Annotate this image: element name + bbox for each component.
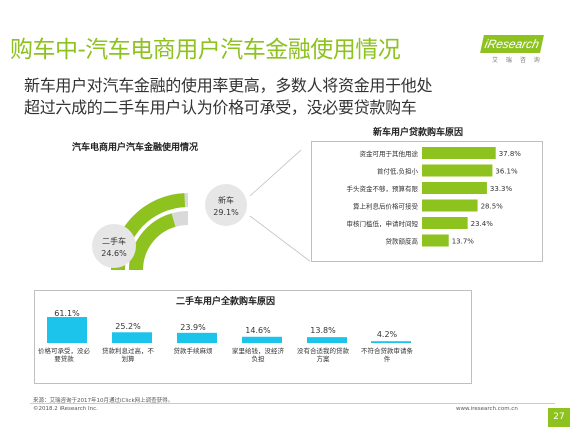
vbar-label-3: 贷款手续麻烦 <box>173 347 213 355</box>
donut-chart-title: 汽车电商用户汽车金融使用情况 <box>72 143 199 153</box>
vbar-label-2: 贷款利息过高，不划算 <box>102 347 154 363</box>
vbar-bar-2 <box>112 332 152 343</box>
hbar-category-4: 算上利息后价格可接受 <box>353 202 419 211</box>
logo-text: iResearch <box>480 35 544 53</box>
vbar-bar-3 <box>177 332 217 343</box>
hbar-bar-4 <box>422 199 478 212</box>
hbar-category-5: 审核门槛低，申请时间短 <box>347 219 419 228</box>
iresearch-logo: iResearch 艾 瑞 咨 询 <box>470 33 544 64</box>
vbar-label-5: 没有合适我的贷款方案 <box>297 347 349 363</box>
vbar-pct-5: 13.8% <box>310 326 336 335</box>
vbar-pct-3: 23.9% <box>180 323 206 332</box>
hbar-value-5: 23.4% <box>471 220 494 228</box>
page-number: 27 <box>548 408 570 427</box>
hbar-category-2: 首付低,负担小 <box>377 167 419 176</box>
used-car-reasons-title: 二手车用户全款购车原因 <box>176 297 276 307</box>
hbar-value-3: 33.3% <box>490 185 513 193</box>
hbar-value-2: 36.1% <box>495 168 518 176</box>
hbar-value-4: 28.5% <box>481 203 504 211</box>
hbar-category-3: 手头资金不够，预算有限 <box>347 184 419 193</box>
website-url: www.iresearch.com.cn <box>456 406 518 412</box>
hbar-value-6: 13.7% <box>452 238 475 246</box>
used-car-ring-fill <box>129 213 176 271</box>
copyright: ©2018.2 iResearch Inc. <box>33 406 98 412</box>
used-car-reasons-svg <box>47 317 411 343</box>
new-car-reasons-chart: 资金可用于其他用途 37.8% 首付低,负担小 36.1% 手头资金不够，预算有限 33.… <box>311 141 543 262</box>
vbar-label-4: 家里给钱，没经济负担 <box>232 347 284 363</box>
vbar-bar-1 <box>47 317 87 343</box>
vbar-pct-6: 4.2% <box>376 330 398 339</box>
hbar-bar-5 <box>422 217 468 229</box>
vbar-bar-6 <box>371 341 411 343</box>
hbar-value-1: 37.8% <box>499 150 522 158</box>
footer-divider <box>30 403 555 404</box>
new-car-label: 新车 <box>218 195 234 205</box>
used-car-value: 24.6% <box>101 249 127 258</box>
new-car-value: 29.1% <box>213 208 239 217</box>
hbar-bar-2 <box>422 164 493 177</box>
vbar-bar-4 <box>242 336 282 343</box>
logo-subtext: 艾 瑞 咨 询 <box>492 57 543 64</box>
donut-chart: 新车 29.1% 二手车 24.6% <box>92 150 310 271</box>
vbar-pct-1: 61.1% <box>54 309 80 318</box>
hbar-bar-1 <box>422 147 496 159</box>
page-title: 购车中-汽车电商用户汽车金融使用情况 <box>10 37 401 63</box>
subtitle-line-1: 新车用户对汽车金融的使用率更高，多数人将资金用于他处 <box>24 76 433 95</box>
hbar-category-6: 贷款额度高 <box>386 237 419 246</box>
hbar-bar-3 <box>422 182 487 194</box>
vbar-bar-5 <box>307 337 347 343</box>
new-car-reasons-svg: 资金可用于其他用途 37.8% 首付低,负担小 36.1% 手头资金不够，预算有限 33.… <box>347 147 522 247</box>
used-car-label: 二手车 <box>102 236 126 246</box>
vbar-pct-4: 14.6% <box>245 326 271 335</box>
hbar-category-1: 资金可用于其他用途 <box>360 149 419 158</box>
vbar-label-1: 价格可承受，没必要贷款 <box>38 347 90 363</box>
new-car-reasons-title: 新车用户贷款购车原因 <box>373 128 464 138</box>
vbar-pct-2: 25.2% <box>115 322 141 331</box>
callout-line-top <box>249 150 302 197</box>
subtitle-line-2: 超过六成的二手车用户认为价格可承受，没必要贷款购车 <box>24 98 417 117</box>
used-car-bubble <box>92 224 136 268</box>
source-note: 来源：艾瑞咨询于2017年10月通过iClick网上调查获得。 <box>33 398 174 404</box>
vbar-label-6: 不符合贷款审请条件 <box>361 347 413 363</box>
callout-line-bottom <box>249 215 310 262</box>
hbar-bar-6 <box>422 234 449 247</box>
new-car-bubble <box>205 184 247 226</box>
